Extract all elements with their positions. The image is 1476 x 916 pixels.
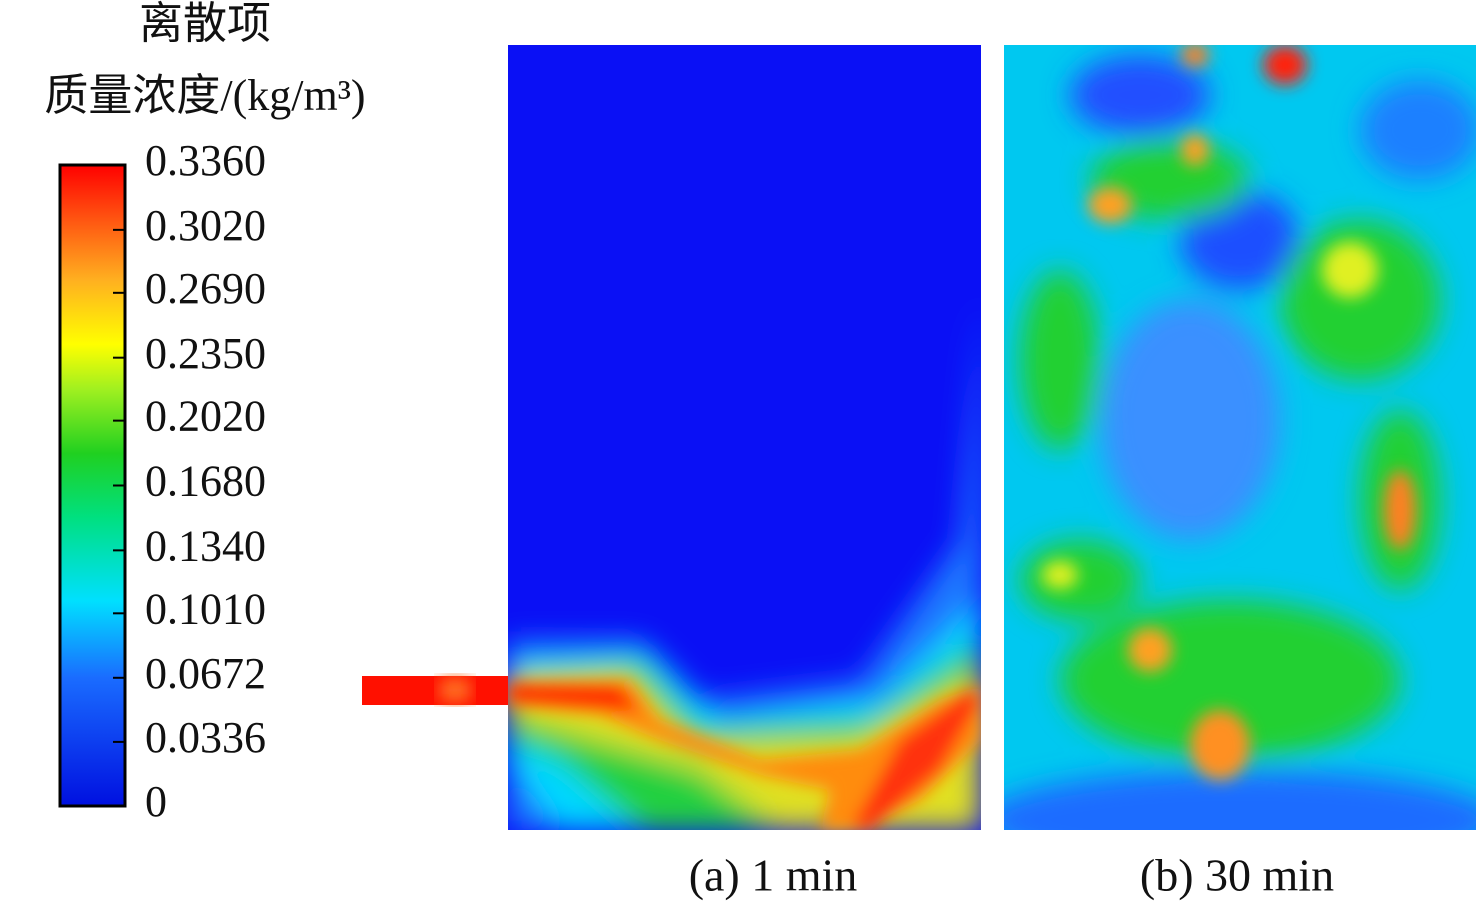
inlet xyxy=(362,676,508,705)
tick-label: 0.2690 xyxy=(145,264,266,313)
tick-label: 0.2020 xyxy=(145,392,266,441)
colorbar-title: 离散项 xyxy=(139,0,271,48)
tick-label: 0.1010 xyxy=(145,584,266,633)
inlet-detail xyxy=(440,678,470,702)
contour-panel-b xyxy=(1004,45,1476,830)
tick-label: 0.0336 xyxy=(145,713,266,762)
tick-label: 0.3360 xyxy=(145,136,266,185)
tick-label: 0.2350 xyxy=(145,329,266,378)
tick-label: 0.1340 xyxy=(145,521,266,570)
tick-label: 0 xyxy=(145,777,167,826)
contour-panel-a xyxy=(508,45,981,830)
colorbar-title: 质量浓度/(kg/m³) xyxy=(44,71,365,120)
panel-caption: (a) 1 min xyxy=(689,850,858,901)
tick-label: 0.0672 xyxy=(145,649,266,698)
panel-caption: (b) 30 min xyxy=(1140,850,1334,901)
tick-label: 0.1680 xyxy=(145,457,266,506)
colorbar-ticks: 0.3360 0.3020 0.2690 0.2350 0.2020 0.1680 0.13… xyxy=(113,136,266,826)
tick-label: 0.3020 xyxy=(145,201,266,250)
